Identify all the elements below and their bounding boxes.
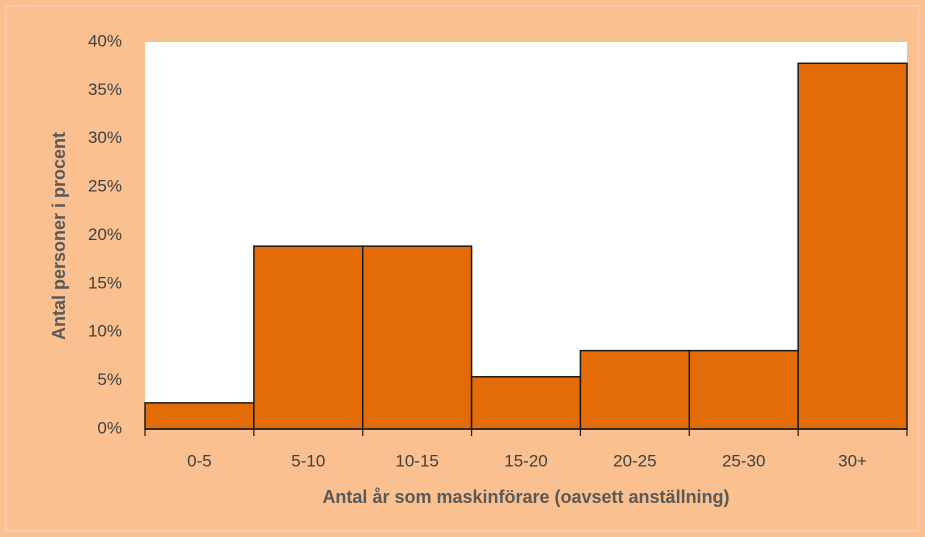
y-tick-label: 10% [88, 322, 122, 341]
bar [688, 349, 799, 430]
y-tick-label: 40% [88, 31, 122, 50]
y-axis-title: Antal personer i procent [49, 132, 69, 340]
y-tick-label: 30% [88, 128, 122, 147]
bar [470, 376, 582, 430]
y-tick-label: 25% [88, 177, 122, 196]
x-tick-label: 20-25 [613, 451, 656, 470]
bar [361, 245, 473, 430]
x-tick-label: 30+ [838, 451, 867, 470]
x-tick-label: 5-10 [291, 451, 325, 470]
x-tick-label: 15-20 [504, 451, 547, 470]
y-tick-label: 5% [97, 370, 122, 389]
bar [253, 245, 364, 430]
x-tick-label: 25-30 [722, 451, 765, 470]
frame [5, 5, 920, 532]
y-tick-label: 35% [88, 80, 122, 99]
x-tick-label: 0-5 [187, 451, 212, 470]
y-tick-label: 20% [88, 225, 122, 244]
bar [144, 402, 255, 430]
y-tick-label: 0% [97, 418, 122, 437]
bar [579, 349, 691, 430]
y-tick-label: 15% [88, 273, 122, 292]
bar [797, 62, 908, 430]
x-tick-label: 10-15 [395, 451, 438, 470]
x-axis-title: Antal år som maskinförare (oavsett anstä… [322, 487, 729, 507]
